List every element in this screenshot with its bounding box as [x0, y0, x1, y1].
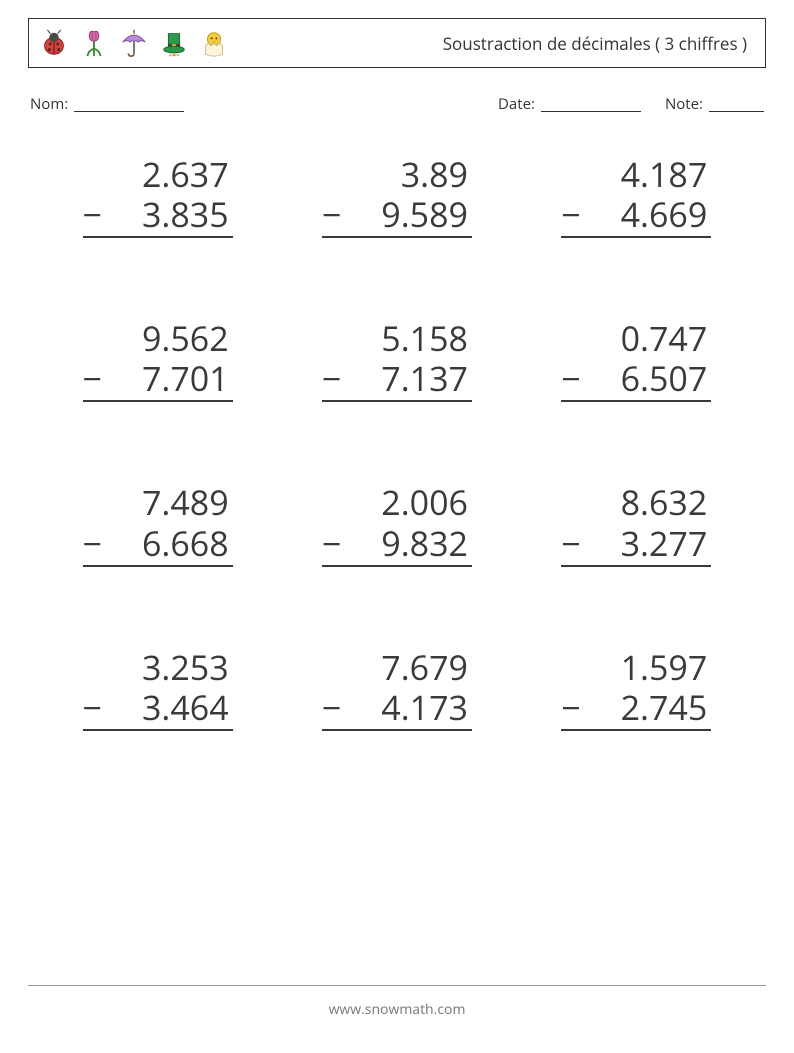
header-icons — [39, 28, 229, 58]
minus-operator: − — [322, 687, 341, 727]
subtrahend: 6.668 — [142, 520, 229, 566]
subtrahend: 3.835 — [142, 191, 229, 237]
meta-right: Date: Note: — [498, 94, 764, 114]
minuend: 3.253 — [83, 647, 233, 687]
ladybug-icon — [39, 28, 69, 58]
footer-divider — [28, 985, 766, 986]
minus-operator: − — [83, 194, 102, 234]
tulip-icon — [79, 28, 109, 58]
subtrahend: 3.277 — [621, 520, 708, 566]
problem: 2.006−9.832 — [322, 482, 472, 566]
minus-operator: − — [322, 523, 341, 563]
worksheet-title: Soustraction de décimales ( 3 chiffres ) — [443, 32, 755, 55]
meta-row: Nom: Date: Note: — [28, 94, 766, 114]
minus-operator: − — [561, 523, 580, 563]
problem: 1.597− 2.745 — [561, 647, 711, 731]
umbrella-icon — [119, 28, 149, 58]
date-label: Date: — [498, 94, 535, 114]
problem: 4.187− 4.669 — [561, 154, 711, 238]
minuend: 7.489 — [83, 482, 233, 522]
problem: 8.632− 3.277 — [561, 482, 711, 566]
minuend: 8.632 — [561, 482, 711, 522]
chick-egg-icon — [199, 28, 229, 58]
minuend: 7.679 — [322, 647, 472, 687]
minus-operator: − — [561, 687, 580, 727]
subtrahend: 9.832 — [381, 520, 468, 566]
date-blank[interactable] — [541, 94, 641, 112]
minus-operator: − — [322, 194, 341, 234]
subtrahend: 3.464 — [142, 684, 229, 730]
problem: 7.679−4.173 — [322, 647, 472, 731]
subtrahend: 7.701 — [142, 355, 229, 401]
subtrahend-row: −9.832 — [322, 523, 472, 567]
subtrahend-row: − 2.745 — [561, 687, 711, 731]
minus-operator: − — [561, 194, 580, 234]
problem: 2.637−3.835 — [83, 154, 233, 238]
subtrahend-row: − 4.669 — [561, 194, 711, 238]
worksheet-page: Soustraction de décimales ( 3 chiffres )… — [0, 0, 794, 1053]
meta-left: Nom: — [30, 94, 184, 114]
problem: 7.489−6.668 — [83, 482, 233, 566]
subtrahend-row: −6.668 — [83, 523, 233, 567]
subtrahend: 7.137 — [381, 355, 468, 401]
minuend: 9.562 — [83, 318, 233, 358]
subtrahend-row: − 6.507 — [561, 358, 711, 402]
problem: 5.158−7.137 — [322, 318, 472, 402]
minuend: 2.006 — [322, 482, 472, 522]
note-blank[interactable] — [709, 94, 764, 112]
minus-operator: − — [83, 523, 102, 563]
subtrahend-row: −7.137 — [322, 358, 472, 402]
subtrahend-row: −3.464 — [83, 687, 233, 731]
subtrahend-row: −7.701 — [83, 358, 233, 402]
minus-operator: − — [83, 358, 102, 398]
minus-operator: − — [83, 687, 102, 727]
minuend: 3.89 — [322, 154, 472, 194]
subtrahend: 9.589 — [381, 191, 468, 237]
name-blank[interactable] — [74, 94, 184, 112]
problems-grid: 2.637−3.8353.89−9.5894.187−4.6699.562−7.… — [28, 154, 766, 731]
minuend: 5.158 — [322, 318, 472, 358]
minuend: 1.597 — [561, 647, 711, 687]
problem: 3.89−9.589 — [322, 154, 472, 238]
footer: www.snowmath.com — [0, 985, 794, 1019]
minuend: 2.637 — [83, 154, 233, 194]
subtrahend: 6.507 — [621, 355, 708, 401]
header-box: Soustraction de décimales ( 3 chiffres ) — [28, 18, 766, 68]
footer-site: www.snowmath.com — [329, 1000, 466, 1019]
minuend: 0.747 — [561, 318, 711, 358]
subtrahend: 4.669 — [621, 191, 708, 237]
note-label: Note: — [665, 94, 703, 114]
subtrahend-row: −3.835 — [83, 194, 233, 238]
subtrahend-row: −4.173 — [322, 687, 472, 731]
problem: 0.747− 6.507 — [561, 318, 711, 402]
problem: 9.562−7.701 — [83, 318, 233, 402]
minus-operator: − — [322, 358, 341, 398]
leprechaun-hat-icon — [159, 28, 189, 58]
subtrahend: 4.173 — [381, 684, 468, 730]
minus-operator: − — [561, 358, 580, 398]
problem: 3.253−3.464 — [83, 647, 233, 731]
subtrahend: 2.745 — [621, 684, 708, 730]
subtrahend-row: −9.589 — [322, 194, 472, 238]
subtrahend-row: − 3.277 — [561, 523, 711, 567]
minuend: 4.187 — [561, 154, 711, 194]
name-label: Nom: — [30, 94, 68, 114]
